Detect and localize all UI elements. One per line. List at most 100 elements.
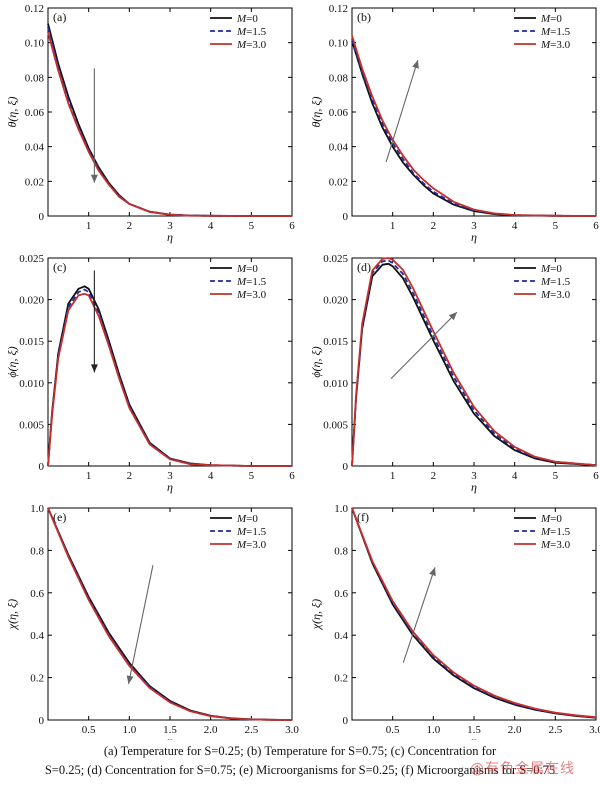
legend-label-2: M=1.5: [540, 26, 571, 38]
y-tick-label: 0.4: [334, 630, 348, 642]
caption-line-2: S=0.25; (d) Concentration for S=0.75; (e…: [44, 763, 556, 777]
trend-arrow-shaft: [402, 567, 436, 663]
panel-a: 0 0.02 0.04 0.06 0.08 0.10 0.12 1 2 3 4 5 6 η θ(η, ξ) (…: [5, 3, 295, 244]
series-line-2: [47, 26, 292, 217]
x-tick-label: 0.5: [386, 724, 400, 736]
trend-arrow-shaft: [390, 311, 458, 380]
panel-label: (e): [53, 510, 66, 524]
x-tick-label: 5: [553, 220, 559, 232]
y-tick-label: 0.015: [19, 336, 44, 348]
y-tick-label: 0.2: [334, 673, 348, 685]
panel-f: 0 0.2 0.4 0.6 0.8 1.0 0.5 1.0 1.5 2.0 2.5 3.0 η χ(η, …: [309, 503, 600, 740]
panel-label: (a): [53, 10, 66, 24]
y-tick-label: 0: [343, 461, 349, 473]
y-tick-label: 0.02: [25, 176, 44, 188]
trend-arrow-head: [448, 312, 457, 321]
panel-label: (d): [357, 260, 371, 274]
trend-arrow-head: [412, 60, 419, 69]
y-tick-label: 0.12: [329, 3, 348, 15]
x-tick-label: 2.5: [548, 724, 562, 736]
y-tick-label: 0.10: [329, 38, 349, 50]
x-tick-label: 2.0: [204, 724, 218, 736]
legend-label-2: M=1.5: [236, 26, 267, 38]
legend-label-3: M=3.0: [540, 539, 571, 551]
y-tick-label: 0.025: [19, 253, 44, 265]
x-tick-label: 2: [127, 470, 133, 482]
series-line-3: [351, 507, 597, 719]
series-line-1: [47, 23, 292, 217]
x-tick-label: 1: [390, 220, 396, 232]
y-tick-label: 0.020: [19, 295, 44, 307]
trend-arrow-shaft: [385, 59, 419, 163]
y-axis-label: ϕ(η, ξ): [309, 346, 323, 377]
caption-line-1: (a) Temperature for S=0.25; (b) Temperat…: [103, 744, 497, 758]
figure-panels: 0 0.02 0.04 0.06 0.08 0.10 0.12 1 2 3 4 5 6 η θ(η, ξ) (…: [5, 3, 600, 740]
y-tick-label: 0.10: [25, 38, 45, 50]
legend-label-2: M=1.5: [540, 276, 571, 288]
x-tick-label: 5: [553, 470, 559, 482]
legend-label-2: M=1.5: [236, 276, 267, 288]
y-axis-label: θ(η, ξ): [309, 97, 323, 128]
legend-label-2: M=1.5: [540, 526, 571, 538]
trend-arrow-head: [90, 364, 98, 373]
x-tick-label: 4: [512, 470, 518, 482]
y-tick-label: 0.6: [30, 588, 44, 600]
legend-label-1: M=0: [236, 513, 258, 525]
panel-e: 0 0.2 0.4 0.6 0.8 1.0 0.5 1.0 1.5 2.0 2.5 3.0 η χ(η, …: [5, 503, 299, 740]
y-tick-label: 0.015: [323, 336, 348, 348]
y-tick-label: 0.08: [25, 72, 45, 84]
series-line-3: [47, 507, 293, 721]
x-tick-label: 6: [289, 220, 295, 232]
x-tick-label: 1: [86, 470, 92, 482]
x-tick-label: 2: [431, 220, 437, 232]
x-tick-label: 1: [390, 470, 396, 482]
x-tick-label: 6: [593, 470, 599, 482]
legend-label-1: M=0: [236, 263, 258, 275]
x-tick-label: 3: [471, 470, 477, 482]
watermark-text: @有色金属在线: [470, 761, 575, 777]
x-tick-label: 4: [512, 220, 518, 232]
y-tick-label: 0.4: [30, 630, 44, 642]
x-tick-label: 0.5: [82, 724, 96, 736]
x-tick-label: 1.0: [426, 724, 440, 736]
series-line-2: [47, 288, 292, 467]
y-tick-label: 0.12: [25, 3, 44, 15]
legend-label-2: M=1.5: [236, 526, 267, 538]
trend-arrow-head: [126, 675, 134, 684]
legend-label-3: M=3.0: [236, 289, 267, 301]
legend-label-3: M=3.0: [540, 289, 571, 301]
series-line-2: [351, 38, 597, 217]
y-tick-label: 0.6: [334, 588, 348, 600]
figure-caption: (a) Temperature for S=0.25; (b) Temperat…: [10, 742, 590, 780]
series-line-1: [351, 262, 597, 467]
legend-label-3: M=3.0: [540, 39, 571, 51]
legend-label-1: M=0: [540, 13, 562, 25]
series-line-3: [47, 32, 292, 217]
x-axis-label: η: [471, 734, 477, 740]
x-tick-label: 2: [431, 470, 437, 482]
x-tick-label: 2.0: [508, 724, 522, 736]
panel-label: (f): [357, 510, 369, 524]
x-tick-label: 4: [208, 470, 214, 482]
x-tick-label: 3: [167, 470, 173, 482]
series-line-3: [351, 35, 597, 217]
y-tick-label: 0.8: [334, 545, 348, 557]
x-axis-label: η: [167, 480, 173, 494]
series-line-3: [47, 292, 292, 467]
trend-arrow-shaft: [127, 565, 154, 685]
trend-arrow-head: [90, 174, 98, 183]
y-tick-label: 0: [343, 211, 349, 223]
series-line-3: [351, 257, 597, 467]
y-tick-label: 0.020: [323, 295, 348, 307]
legend-label-3: M=3.0: [236, 539, 267, 551]
y-tick-label: 0: [39, 461, 45, 473]
x-tick-label: 3.0: [285, 724, 299, 736]
y-tick-label: 0.005: [323, 419, 348, 431]
y-tick-label: 0: [39, 211, 45, 223]
x-tick-label: 3: [167, 220, 173, 232]
x-tick-label: 4: [208, 220, 214, 232]
x-tick-label: 1.5: [467, 724, 481, 736]
x-axis-label: η: [471, 480, 477, 494]
y-tick-label: 0.04: [329, 142, 349, 154]
x-axis-label: η: [167, 734, 173, 740]
